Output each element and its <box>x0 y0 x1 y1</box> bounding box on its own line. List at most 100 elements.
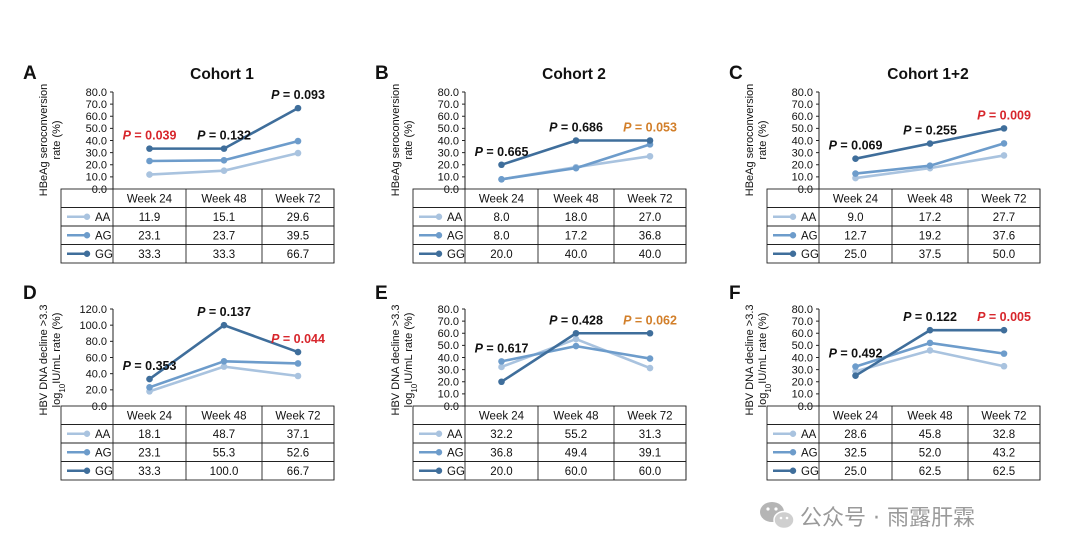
table-header-cell: Week 24 <box>833 410 879 422</box>
wechat-eye <box>779 516 783 520</box>
table-cell: 62.5 <box>919 466 941 478</box>
p-value: = 0.009 <box>985 108 1031 122</box>
y-tick-label: 40.0 <box>86 135 107 147</box>
y-tick-label: 60.0 <box>438 111 459 123</box>
p-symbol: P <box>271 332 280 346</box>
table-header-cell: Week 72 <box>981 410 1026 422</box>
y-axis-label: HBeAg seroconversionrate (%) <box>390 84 415 197</box>
data-point-gg <box>498 161 505 169</box>
table-cell: 31.3 <box>639 429 661 441</box>
table-cell: 49.4 <box>565 447 588 459</box>
table-cell: 55.2 <box>565 429 587 441</box>
y-tick-label: 10.0 <box>792 172 813 184</box>
data-table: Week 24 Week 48 Week 72 AA 9.0 17.2 27.7 AG 12.7… <box>766 188 1041 264</box>
data-point-aa <box>1000 362 1008 370</box>
table-cell: 19.2 <box>919 230 941 242</box>
data-point-gg <box>926 140 934 147</box>
legend-marker-aa <box>789 430 797 437</box>
panel-letter: D <box>23 283 37 304</box>
table-cell: 39.1 <box>639 447 661 459</box>
p-value: = 0.137 <box>205 305 251 319</box>
p-symbol: P <box>977 310 986 324</box>
legend-label: AG <box>447 230 464 242</box>
table-cell: 18.0 <box>565 212 587 224</box>
y-tick-label: 60.0 <box>438 328 459 340</box>
p-symbol: P <box>903 310 912 324</box>
data-point-ag <box>294 360 302 367</box>
wechat-eye <box>785 516 789 520</box>
legend-label: AG <box>801 447 818 459</box>
data-table: Week 24 Week 48 Week 72 AA 32.2 55.2 31.3 AG 36.… <box>412 405 687 481</box>
data-point-aa <box>572 335 580 343</box>
p-value-label: P = 0.617 <box>475 341 529 355</box>
data-point-gg <box>220 321 228 329</box>
p-symbol: P <box>123 359 132 373</box>
legend-marker-gg <box>83 250 91 257</box>
data-point-gg <box>146 375 153 383</box>
table-header-cell: Week 24 <box>479 193 525 205</box>
y-tick-label: 0.0 <box>798 401 813 413</box>
subscript: 10 <box>764 383 773 392</box>
table-header-cell: Week 24 <box>479 410 525 422</box>
data-point-gg <box>572 329 580 337</box>
table-cell: 32.2 <box>490 429 512 441</box>
legend-marker-aa <box>83 430 91 437</box>
data-point-ag <box>294 137 302 145</box>
data-point-ag <box>1000 140 1008 147</box>
y-tick-label: 40.0 <box>438 135 459 147</box>
data-point-aa <box>146 171 153 178</box>
y-tick-label: 20.0 <box>792 160 813 172</box>
y-tick-label: 60.0 <box>86 111 107 123</box>
chart-panel-b: B Cohort 20.010.020.030.040.050.060.070.0… <box>375 63 687 264</box>
table-header-cell: Week 72 <box>981 193 1026 205</box>
panel-letter: B <box>375 63 389 84</box>
y-tick-label: 30.0 <box>438 364 459 376</box>
data-point-ag <box>498 176 505 183</box>
p-value: = 0.132 <box>205 129 251 143</box>
y-tick-label: 0.0 <box>798 184 813 196</box>
watermark: 公众号 · 雨露肝霖 <box>760 502 975 531</box>
legend-marker-ag <box>789 449 797 456</box>
table-cell: 37.5 <box>919 249 941 261</box>
panel-letter: F <box>729 283 741 304</box>
y-tick-label: 10.0 <box>792 389 813 401</box>
y-tick-label: 50.0 <box>438 340 459 352</box>
data-point-ag <box>852 363 859 370</box>
legend-marker-aa <box>83 213 91 220</box>
p-symbol: P <box>271 88 280 102</box>
legend-label: AA <box>95 212 111 224</box>
data-point-ag <box>220 357 228 365</box>
p-symbol: P <box>903 124 912 138</box>
y-axis-label-line: rate (%) <box>51 120 63 159</box>
chart-panel-d: D 0.0 20.0 40.0 60.0 80.0 100.0 120.0 HBV DNA de… <box>23 283 335 481</box>
y-tick-label: 70.0 <box>438 99 459 111</box>
data-point-aa <box>926 347 934 354</box>
table-header-cell: Week 72 <box>275 193 320 205</box>
p-value-label: P = 0.492 <box>829 347 883 361</box>
p-value: = 0.053 <box>631 121 677 135</box>
legend-marker-aa <box>435 430 443 437</box>
table-cell: 60.0 <box>565 466 587 478</box>
y-tick-label: 120.0 <box>79 304 107 316</box>
table-cell: 15.1 <box>213 212 235 224</box>
p-value-label: P = 0.039 <box>123 129 177 143</box>
y-tick-label: 80.0 <box>86 87 107 99</box>
data-point-aa <box>1000 152 1008 159</box>
table-cell: 43.2 <box>993 447 1015 459</box>
data-point-aa <box>646 152 654 160</box>
watermark-text: 公众号 · 雨露肝霖 <box>800 506 975 531</box>
p-symbol: P <box>123 129 132 143</box>
data-point-gg <box>1000 326 1008 334</box>
p-value-label: P = 0.069 <box>829 139 883 153</box>
table-cell: 8.0 <box>494 230 510 242</box>
y-axis-label-line: log10IU/mL rate (%) <box>51 313 67 408</box>
y-axis-label-line: rate (%) <box>403 120 415 159</box>
y-tick-label: 30.0 <box>86 147 107 159</box>
legend-marker-ag <box>789 232 797 239</box>
legend-marker-gg <box>435 250 443 257</box>
y-tick-label: 30.0 <box>792 147 813 159</box>
data-table: Week 24 Week 48 Week 72 AA 8.0 18.0 27.0 AG 8.0 1… <box>412 188 687 264</box>
data-point-aa <box>220 167 228 174</box>
chart-panel-a: A Cohort 1 0.010.020.030.040.050.060.070.0… <box>23 63 335 264</box>
p-value-label: P = 0.428 <box>549 313 603 327</box>
